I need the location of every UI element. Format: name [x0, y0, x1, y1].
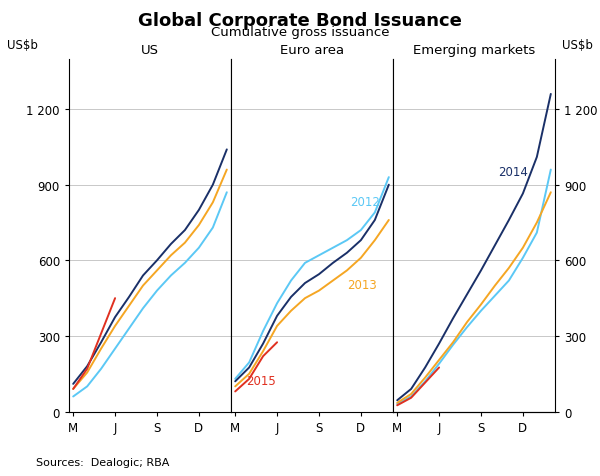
Text: Cumulative gross issuance: Cumulative gross issuance	[211, 26, 389, 39]
Title: US: US	[141, 44, 159, 57]
Title: Emerging markets: Emerging markets	[413, 44, 535, 57]
Text: Sources:  Dealogic; RBA: Sources: Dealogic; RBA	[36, 457, 169, 467]
Title: Euro area: Euro area	[280, 44, 344, 57]
Text: US$b: US$b	[7, 39, 38, 51]
Text: 2013: 2013	[347, 278, 377, 291]
Text: 2015: 2015	[247, 374, 276, 387]
Text: US$b: US$b	[562, 39, 593, 51]
Text: 2012: 2012	[350, 196, 380, 208]
Text: Global Corporate Bond Issuance: Global Corporate Bond Issuance	[138, 12, 462, 30]
Text: 2014: 2014	[498, 165, 527, 178]
